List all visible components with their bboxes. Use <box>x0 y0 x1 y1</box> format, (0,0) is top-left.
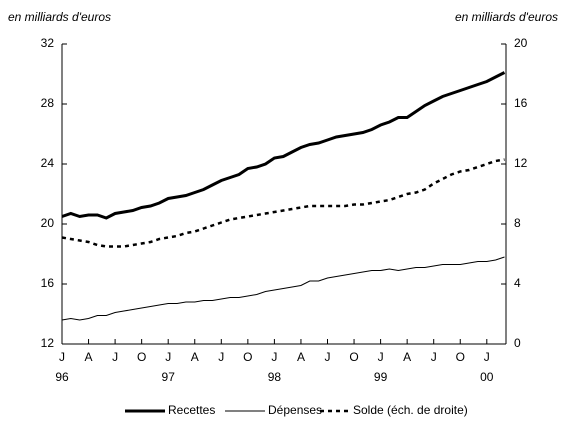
y2-tick-label: 0 <box>514 336 521 350</box>
x-year-label: 00 <box>480 370 494 384</box>
line-series <box>61 158 505 248</box>
y-axis-title: en milliards d'euros <box>8 10 111 24</box>
x-tick-label: J <box>59 350 65 364</box>
y2-tick-label: 4 <box>514 276 521 290</box>
legend-label: Solde (éch. de droite) <box>353 403 468 417</box>
x-tick-label: J <box>431 350 437 364</box>
y-tick-label: 28 <box>41 96 55 110</box>
x-year-label: 97 <box>162 370 176 384</box>
x-year-label: 99 <box>374 370 388 384</box>
y2-axis-title: en milliards d'euros <box>455 10 558 24</box>
x-tick-label: A <box>403 350 411 364</box>
x-tick-label: O <box>456 350 465 364</box>
y-tick-label: 16 <box>41 276 55 290</box>
x-tick-label: J <box>165 350 171 364</box>
y-tick-label: 20 <box>41 216 55 230</box>
x-tick-label: O <box>349 350 358 364</box>
y2-tick-label: 16 <box>514 96 528 110</box>
line-series <box>61 256 505 321</box>
y-tick-label: 24 <box>41 156 55 170</box>
x-year-label: 96 <box>55 370 69 384</box>
legend-label: Dépenses <box>268 403 322 417</box>
x-tick-label: A <box>191 350 199 364</box>
legend-label: Recettes <box>168 403 215 417</box>
x-tick-label: O <box>137 350 146 364</box>
y-tick-label: 32 <box>41 36 55 50</box>
y-tick-label: 12 <box>41 336 55 350</box>
x-tick-label: A <box>297 350 305 364</box>
x-tick-label: J <box>112 350 118 364</box>
x-tick-label: A <box>85 350 93 364</box>
x-tick-label: J <box>325 350 331 364</box>
x-tick-label: O <box>243 350 252 364</box>
y2-tick-label: 8 <box>514 216 521 230</box>
x-tick-label: J <box>378 350 384 364</box>
y2-tick-label: 20 <box>514 36 528 50</box>
x-tick-label: J <box>271 350 277 364</box>
x-tick-label: J <box>218 350 224 364</box>
x-year-label: 98 <box>268 370 282 384</box>
y2-tick-label: 12 <box>514 156 528 170</box>
line-series <box>61 71 506 220</box>
x-tick-label: J <box>484 350 490 364</box>
